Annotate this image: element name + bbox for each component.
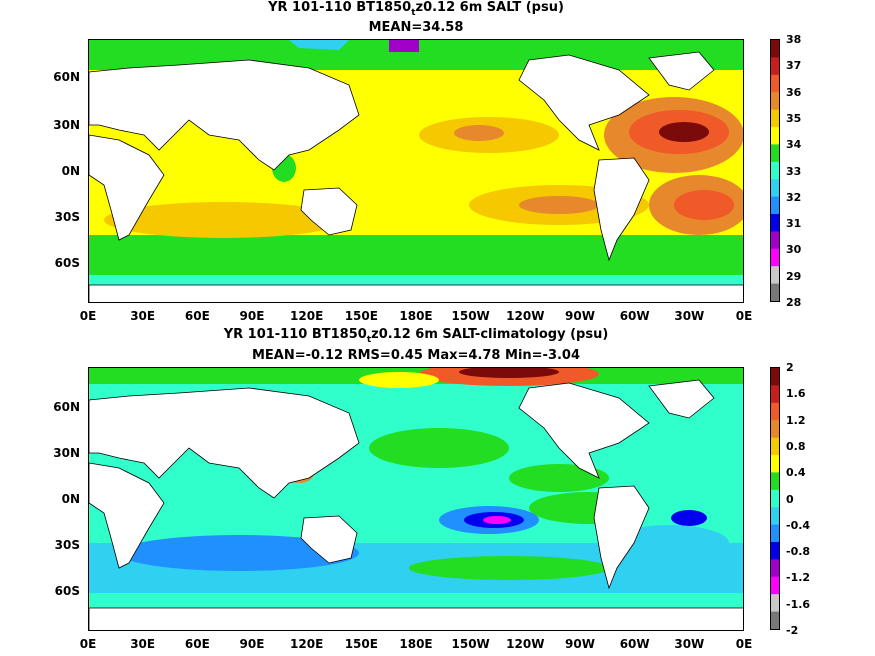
panel2-colorbar-label: 1.6	[786, 387, 806, 400]
panel1-lon-label: 90E	[227, 309, 277, 323]
panel1-colorbar-swatch	[771, 179, 779, 197]
panel2-colorbar-swatch	[771, 490, 779, 508]
panel2-lon-label: 30W	[664, 637, 714, 651]
panel2-lat-label: 0N	[0, 492, 80, 506]
panel2-lon-label: 60W	[610, 637, 660, 651]
panel2-colorbar	[770, 367, 780, 630]
panel1-colorbar-swatch	[771, 144, 779, 162]
panel2-colorbar-swatch	[771, 577, 779, 595]
panel2-lon-label: 0E	[63, 637, 113, 651]
panel1-lon-label: 30E	[118, 309, 168, 323]
panel2-lat-label: 60N	[0, 400, 80, 414]
panel1-colorbar-swatch	[771, 214, 779, 232]
panel2-lon-label: 30E	[118, 637, 168, 651]
panel2-lon-label: 150W	[446, 637, 496, 651]
panel1-lon-label: 90W	[555, 309, 605, 323]
panel1-colorbar-swatch	[771, 266, 779, 284]
panel2-colorbar-swatch	[771, 525, 779, 543]
panel2-colorbar-swatch	[771, 403, 779, 421]
panel1-colorbar-label: 28	[786, 296, 801, 309]
panel2-lat-label: 30N	[0, 446, 80, 460]
panel1-colorbar-swatch	[771, 231, 779, 249]
panel1-lon-label: 0E	[719, 309, 769, 323]
panel1-colorbar	[770, 39, 780, 302]
panel2-lon-label: 90E	[227, 637, 277, 651]
panel1-stats: MEAN=34.58	[88, 20, 744, 36]
panel1-colorbar-swatch	[771, 127, 779, 145]
panel1-colorbar-swatch	[771, 92, 779, 110]
panel2-title: YR 101-110 BT1850tz0.12 6m SALT-climatol…	[88, 327, 744, 344]
panel2-lon-label: 60E	[172, 637, 222, 651]
panel1-lon-label: 30W	[664, 309, 714, 323]
panel2-colorbar-swatch	[771, 455, 779, 473]
panel1-map	[88, 39, 744, 303]
panel1-lat-label: 30S	[0, 210, 80, 224]
panel1-lon-label: 60E	[172, 309, 222, 323]
panel2-colorbar-label: 0.4	[786, 466, 806, 479]
panel1-colorbar-swatch	[771, 110, 779, 128]
panel1-title: YR 101-110 BT1850tz0.12 6m SALT (psu)	[88, 0, 744, 17]
panel2-colorbar-label: -0.8	[786, 545, 810, 558]
panel2-lon-label: 0E	[719, 637, 769, 651]
panel1-colorbar-label: 36	[786, 86, 801, 99]
panel1-lon-label: 0E	[63, 309, 113, 323]
panel2-colorbar-label: 0.8	[786, 440, 806, 453]
panel2-colorbar-swatch	[771, 420, 779, 438]
panel2-lon-label: 90W	[555, 637, 605, 651]
panel2-map	[88, 367, 744, 631]
panel1-lon-label: 120W	[500, 309, 550, 323]
panel1-colorbar-label: 31	[786, 217, 801, 230]
panel1-colorbar-label: 38	[786, 33, 801, 46]
panel1-lat-label: 60S	[0, 256, 80, 270]
panel1-lat-label: 60N	[0, 70, 80, 84]
panel1-lon-label: 180E	[391, 309, 441, 323]
panel2-lon-label: 180E	[391, 637, 441, 651]
panel1-colorbar-swatch	[771, 40, 779, 58]
panel2-lon-label: 120W	[500, 637, 550, 651]
panel1-lon-label: 120E	[282, 309, 332, 323]
panel1-colorbar-label: 35	[786, 112, 801, 125]
panel2-colorbar-label: -2	[786, 624, 798, 637]
panel2-lat-label: 60S	[0, 584, 80, 598]
panel1-lat-label: 30N	[0, 118, 80, 132]
panel2-colorbar-swatch	[771, 385, 779, 403]
panel1-lat-label: 0N	[0, 164, 80, 178]
panel2-lon-label: 120E	[282, 637, 332, 651]
panel2-colorbar-swatch	[771, 612, 779, 629]
panel2-colorbar-label: -1.6	[786, 598, 810, 611]
panel1-colorbar-swatch	[771, 57, 779, 75]
panel1-lon-label: 60W	[610, 309, 660, 323]
panel2-colorbar-swatch	[771, 472, 779, 490]
panel2-stats: MEAN=-0.12 RMS=0.45 Max=4.78 Min=-3.04	[88, 348, 744, 364]
panel1-colorbar-label: 33	[786, 165, 801, 178]
panel2-colorbar-label: -1.2	[786, 571, 810, 584]
panel1-colorbar-label: 34	[786, 138, 801, 151]
panel2-colorbar-swatch	[771, 594, 779, 612]
panel1-colorbar-label: 37	[786, 59, 801, 72]
panel1-colorbar-swatch	[771, 284, 779, 301]
panel1-colorbar-label: 32	[786, 191, 801, 204]
panel2-colorbar-label: -0.4	[786, 519, 810, 532]
panel1-colorbar-label: 30	[786, 243, 801, 256]
panel2-colorbar-swatch	[771, 507, 779, 525]
panel2-colorbar-swatch	[771, 542, 779, 560]
panel1-colorbar-swatch	[771, 162, 779, 180]
panel2-colorbar-swatch	[771, 559, 779, 577]
panel1-colorbar-swatch	[771, 197, 779, 215]
panel1-lon-label: 150E	[336, 309, 386, 323]
panel2-lon-label: 150E	[336, 637, 386, 651]
panel1-colorbar-label: 29	[786, 270, 801, 283]
panel2-colorbar-swatch	[771, 438, 779, 456]
panel2-lat-label: 30S	[0, 538, 80, 552]
panel1-colorbar-swatch	[771, 249, 779, 267]
panel2-colorbar-label: 1.2	[786, 414, 806, 427]
panel1-lon-label: 150W	[446, 309, 496, 323]
panel2-colorbar-label: 2	[786, 361, 794, 374]
panel2-colorbar-swatch	[771, 368, 779, 386]
panel2-colorbar-label: 0	[786, 493, 794, 506]
panel1-colorbar-swatch	[771, 75, 779, 93]
